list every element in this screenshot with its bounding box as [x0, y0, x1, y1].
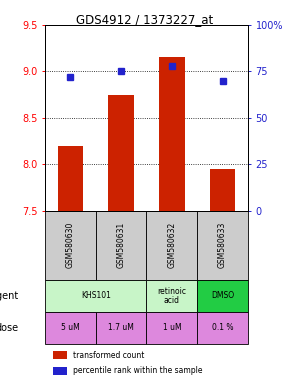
Text: GSM580631: GSM580631 [117, 222, 126, 268]
Bar [159, 58, 184, 210]
Text: retinoic
acid: retinoic acid [157, 286, 186, 305]
Text: percentile rank within the sample: percentile rank within the sample [73, 366, 203, 375]
Bar [45, 312, 96, 344]
Bar [45, 210, 96, 280]
Bar [146, 312, 197, 344]
Text: 0.1 %: 0.1 % [212, 323, 233, 332]
Text: dose: dose [0, 323, 19, 333]
Text: GSM580630: GSM580630 [66, 222, 75, 268]
Text: 1.7 uM: 1.7 uM [108, 323, 134, 332]
Bar [53, 351, 67, 359]
Bar [197, 312, 248, 344]
Text: GSM580632: GSM580632 [167, 222, 176, 268]
Bar [210, 169, 235, 210]
Bar [58, 146, 83, 210]
Bar [197, 280, 248, 312]
Bar [108, 94, 134, 210]
Text: GSM580633: GSM580633 [218, 222, 227, 268]
Bar [146, 280, 197, 312]
Text: DMSO: DMSO [211, 291, 234, 301]
Text: 5 uM: 5 uM [61, 323, 80, 332]
Bar [197, 210, 248, 280]
Text: transformed count: transformed count [73, 351, 145, 360]
Bar [45, 280, 146, 312]
Bar [96, 312, 146, 344]
Bar [96, 210, 146, 280]
Text: KHS101: KHS101 [81, 291, 111, 301]
Bar [146, 210, 197, 280]
Text: agent: agent [0, 291, 19, 301]
Text: GDS4912 / 1373227_at: GDS4912 / 1373227_at [76, 13, 214, 26]
Bar [53, 367, 67, 375]
Text: 1 uM: 1 uM [162, 323, 181, 332]
